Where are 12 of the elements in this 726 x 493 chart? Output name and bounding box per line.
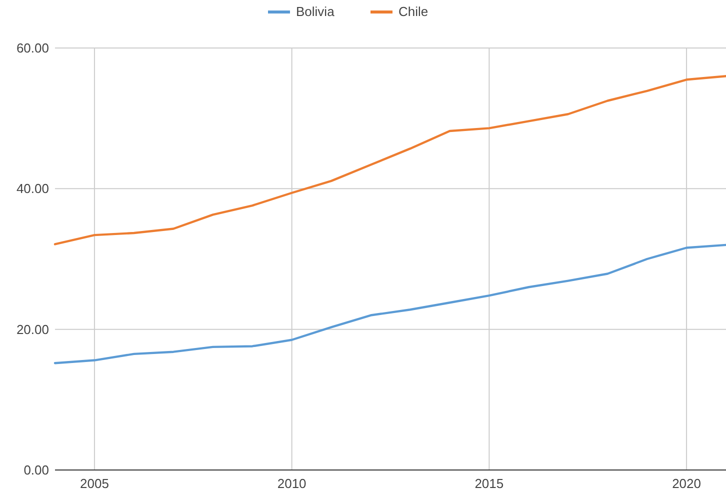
y-tick-label: 40.00 [16, 181, 49, 196]
line-series [54, 244, 726, 364]
x-tick-label: 2015 [474, 476, 504, 491]
x-tick-label: 2005 [80, 476, 109, 491]
x-tick-label: 2010 [277, 476, 306, 491]
y-tick-label: 20.00 [16, 322, 49, 337]
legend-label: Bolivia [296, 4, 336, 19]
x-tick-label: 2020 [672, 476, 701, 491]
line-series [54, 75, 726, 246]
y-tick-label: 0.00 [24, 462, 49, 478]
y-tick-label: 60.00 [16, 40, 49, 56]
legend-label: Chile [398, 4, 428, 19]
